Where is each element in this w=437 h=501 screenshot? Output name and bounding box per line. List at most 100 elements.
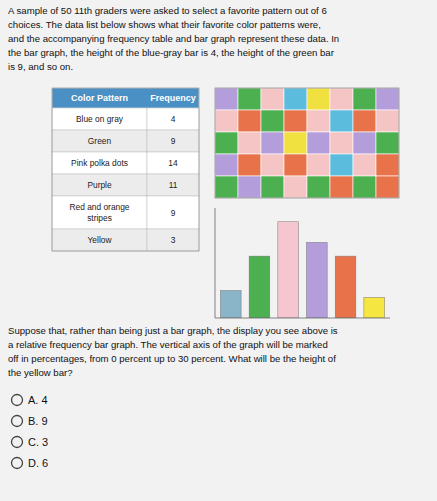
- pattern-cell: [215, 176, 238, 198]
- canvas: A sample of 50 11th graders were asked t…: [0, 0, 437, 501]
- table-cell: [147, 196, 199, 229]
- radio[interactable]: [12, 416, 23, 427]
- bar: [220, 291, 241, 319]
- table-text: Pink polka dots: [71, 158, 128, 168]
- table-border: [52, 88, 199, 251]
- pattern-cell: [215, 132, 238, 154]
- table-header-text: Frequency: [150, 93, 196, 103]
- text-line: a relative frequency bar graph. The vert…: [8, 339, 328, 350]
- choice[interactable]: C. 3: [28, 436, 48, 448]
- text-line: stripes: [87, 213, 112, 223]
- text-line: Purple: [87, 180, 112, 190]
- pattern-cell: [330, 176, 353, 198]
- bars: [220, 222, 384, 318]
- text-line: off in percentages, from 0 percent up to…: [8, 353, 336, 364]
- background: [0, 0, 437, 501]
- pattern-cell: [238, 132, 261, 154]
- pattern-cell: [376, 176, 399, 198]
- table-text: 11: [169, 180, 178, 190]
- pattern-cell: [353, 132, 376, 154]
- pattern-cell: [376, 110, 399, 132]
- text-line: is 9, and so on.: [8, 61, 73, 72]
- pattern-cell: [261, 88, 284, 110]
- pattern-cell: [215, 88, 238, 110]
- table-text: Green: [88, 136, 112, 146]
- table-text: 9: [171, 136, 176, 146]
- bar: [335, 256, 356, 318]
- table-cell: [52, 196, 147, 229]
- radio[interactable]: [12, 395, 23, 406]
- pattern-cell: [261, 176, 284, 198]
- table-text: Red and orangestripes: [69, 202, 129, 223]
- bar: [364, 297, 385, 318]
- text-line: Yellow: [88, 235, 113, 245]
- pattern-cell: [261, 132, 284, 154]
- pattern-cell: [376, 88, 399, 110]
- pattern-cell: [284, 154, 307, 176]
- text-line: the yellow bar?: [8, 367, 73, 378]
- text-line: Green: [88, 136, 112, 146]
- table-text: 3: [171, 235, 176, 245]
- table-cell: [147, 130, 199, 152]
- pattern-cell: [284, 88, 307, 110]
- pattern-cell: [307, 176, 330, 198]
- pattern-cell: [307, 110, 330, 132]
- text-line: Red and orange: [69, 202, 129, 212]
- radio[interactable]: [12, 437, 23, 448]
- pattern-cell: [353, 88, 376, 110]
- table-text: 4: [171, 114, 176, 124]
- pattern-cell: [330, 88, 353, 110]
- frequency-table: Color Pattern Frequency Blue on gray 4 Green…: [52, 88, 199, 251]
- pattern-cell: [284, 176, 307, 198]
- table-cell: [52, 108, 147, 130]
- table-text: 9: [171, 208, 176, 218]
- title: A sample of 50 11th graders were asked t…: [8, 5, 339, 72]
- pattern-cell: [261, 110, 284, 132]
- table-cell: [52, 174, 147, 196]
- pattern-cell: [215, 110, 238, 132]
- text-line: A sample of 50 11th graders were asked t…: [8, 5, 327, 16]
- table-cell: [52, 229, 147, 251]
- pattern-cell: [238, 176, 261, 198]
- radio[interactable]: [12, 458, 23, 469]
- pattern-cell: [284, 132, 307, 154]
- grid-border: [215, 88, 399, 198]
- question: Suppose that, rather than being just a b…: [8, 325, 338, 378]
- pattern-cell: [307, 88, 330, 110]
- text-line: and the accompanying frequency table and…: [8, 33, 339, 44]
- bar: [307, 242, 328, 318]
- table-cell: [147, 108, 199, 130]
- table-cell: [147, 174, 199, 196]
- table-text: Purple: [87, 180, 112, 190]
- pattern-cell: [353, 176, 376, 198]
- table-cell: [52, 152, 147, 174]
- choice[interactable]: D. 6: [28, 457, 48, 469]
- text-line: choices. The data list below shows what …: [8, 19, 321, 30]
- bar: [249, 256, 270, 318]
- table-cell: [52, 130, 147, 152]
- pattern-cell: [238, 88, 261, 110]
- pattern-cell: [353, 154, 376, 176]
- table-cell: [147, 229, 199, 251]
- bar: [278, 222, 299, 318]
- pattern-cell: [238, 110, 261, 132]
- table-cell: [147, 152, 199, 174]
- pattern-cell: [330, 154, 353, 176]
- text-line: the bar graph, the height of the blue-gr…: [8, 47, 335, 58]
- text-line: Suppose that, rather than being just a b…: [8, 325, 338, 336]
- pattern-grid: [215, 88, 399, 198]
- table-text: Yellow: [88, 235, 113, 245]
- pattern-cell: [261, 154, 284, 176]
- table-text: 14: [168, 158, 178, 168]
- choice[interactable]: B. 9: [28, 415, 48, 427]
- pattern-cell: [376, 154, 399, 176]
- text-line: Pink polka dots: [71, 158, 128, 168]
- pattern-cell: [307, 132, 330, 154]
- y-axis: [215, 208, 216, 318]
- pattern-cell: [353, 110, 376, 132]
- pattern-cell: [215, 154, 238, 176]
- table-header-text: Color Pattern: [71, 93, 128, 103]
- pattern-cell: [330, 132, 353, 154]
- table-text: Blue on gray: [76, 114, 124, 124]
- choice[interactable]: A. 4: [28, 394, 48, 406]
